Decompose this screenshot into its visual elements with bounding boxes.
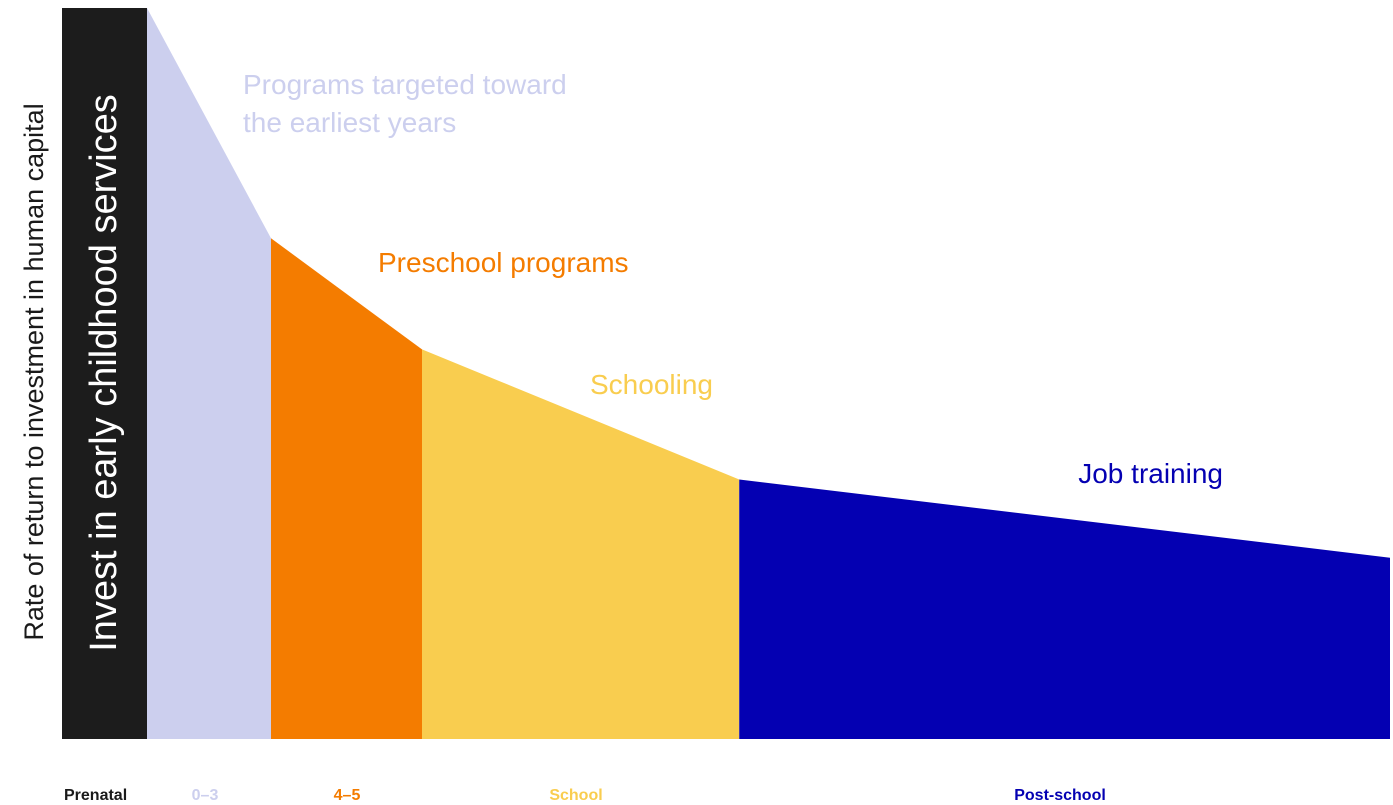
x-tick-label-1: Prenatal: [64, 787, 127, 804]
y-axis-label: Rate of return to investment in human ca…: [19, 103, 49, 640]
x-tick-label-3: 4–5: [334, 787, 361, 804]
region-label-4: Job training: [1078, 458, 1223, 489]
area-segment-1: [147, 8, 271, 739]
x-tick-label-2: 0–3: [192, 787, 219, 804]
area-segment-3: [422, 349, 740, 739]
x-tick-labels: Prenatal 0–3 4–5 School Post-school: [64, 787, 1106, 804]
region-label-1: Programs targeted toward the earliest yea…: [243, 69, 567, 138]
banner-text: Invest in early childhood services: [83, 94, 125, 652]
area-segment-4: [739, 479, 1390, 739]
region-label-2: Preschool programs: [378, 247, 629, 278]
prenatal-banner: [62, 8, 147, 739]
area-segments: [147, 8, 1390, 739]
region-label-3: Schooling: [590, 369, 713, 400]
x-tick-label-4: School: [549, 787, 602, 804]
x-tick-label-5: Post-school: [1014, 787, 1106, 804]
area-segment-2: [271, 238, 422, 739]
region-labels: Programs targeted toward the earliest yea…: [243, 69, 1223, 489]
